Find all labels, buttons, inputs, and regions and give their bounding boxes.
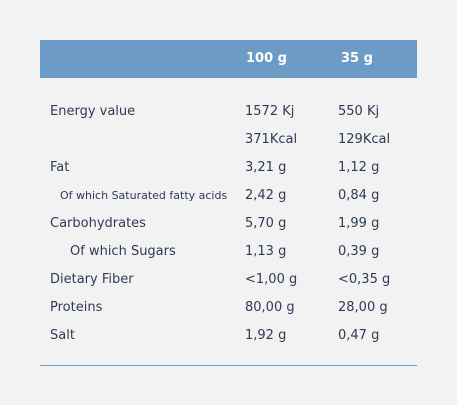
row-saturated-fat: Of which Saturated fatty acids 2,42 g 0,… xyxy=(40,182,417,210)
table-body: Energy value 1572 Kj 550 Kj 371Kcal 129K… xyxy=(40,98,417,350)
value-35g: 0,39 g xyxy=(338,244,380,259)
value-100g: <1,00 g xyxy=(245,272,298,287)
row-label: Fat xyxy=(50,160,70,175)
row-proteins: Proteins 80,00 g 28,00 g xyxy=(40,294,417,322)
row-energy-kj: Energy value 1572 Kj 550 Kj xyxy=(40,98,417,126)
value-100g: 371Kcal xyxy=(245,132,298,147)
row-sugars: Of which Sugars 1,13 g 0,39 g xyxy=(40,238,417,266)
value-100g: 1572 Kj xyxy=(245,104,295,119)
value-100g: 1,92 g xyxy=(245,328,287,343)
header-35g: 35 g xyxy=(341,51,373,66)
row-energy-kcal: 371Kcal 129Kcal xyxy=(40,126,417,154)
row-label: Salt xyxy=(50,328,75,343)
value-100g: 80,00 g xyxy=(245,300,295,315)
header-100g: 100 g xyxy=(246,51,287,66)
row-carbohydrates: Carbohydrates 5,70 g 1,99 g xyxy=(40,210,417,238)
value-35g: 28,00 g xyxy=(338,300,388,315)
value-35g: 0,47 g xyxy=(338,328,380,343)
row-label: Dietary Fiber xyxy=(50,272,134,287)
value-35g: 1,12 g xyxy=(338,160,380,175)
value-35g: 550 Kj xyxy=(338,104,380,119)
value-100g: 2,42 g xyxy=(245,188,287,203)
value-100g: 1,13 g xyxy=(245,244,287,259)
row-label: Proteins xyxy=(50,300,103,315)
value-35g: 129Kcal xyxy=(338,132,391,147)
value-100g: 3,21 g xyxy=(245,160,287,175)
row-label: Carbohydrates xyxy=(50,216,146,231)
nutrition-table: 100 g 35 g Energy value 1572 Kj 550 Kj 3… xyxy=(40,40,417,366)
value-100g: 5,70 g xyxy=(245,216,287,231)
value-35g: <0,35 g xyxy=(338,272,391,287)
row-label: Energy value xyxy=(50,104,136,119)
row-label: Of which Saturated fatty acids xyxy=(60,189,228,202)
value-35g: 1,99 g xyxy=(338,216,380,231)
bottom-divider xyxy=(40,365,417,366)
table-header: 100 g 35 g xyxy=(40,40,417,78)
row-salt: Salt 1,92 g 0,47 g xyxy=(40,322,417,350)
row-label: Of which Sugars xyxy=(70,244,176,259)
row-dietary-fiber: Dietary Fiber <1,00 g <0,35 g xyxy=(40,266,417,294)
value-35g: 0,84 g xyxy=(338,188,380,203)
row-fat: Fat 3,21 g 1,12 g xyxy=(40,154,417,182)
